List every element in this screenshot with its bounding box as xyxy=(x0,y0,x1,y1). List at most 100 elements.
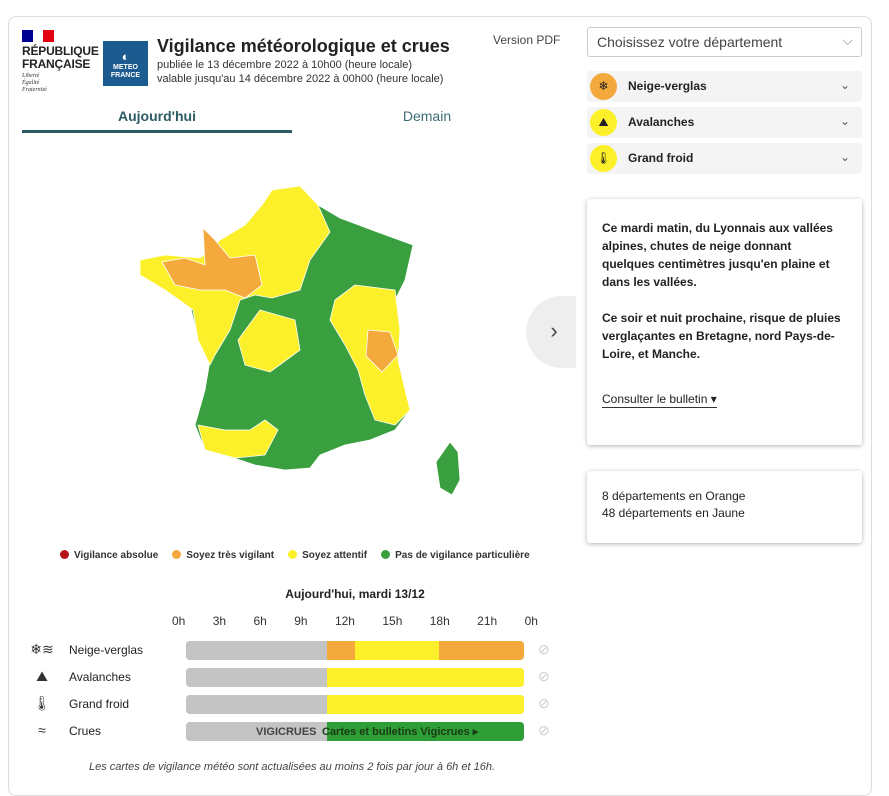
legend-label: Vigilance absolue xyxy=(74,550,159,561)
avalanche-icon: ⛰ xyxy=(590,109,617,136)
timeline-segment xyxy=(186,722,327,741)
chevron-down-icon: ⌵ xyxy=(842,32,853,48)
hour-tick: 6h xyxy=(253,614,267,628)
chevron-down-icon: ⌄ xyxy=(839,78,850,92)
orange-dot-icon xyxy=(172,550,182,559)
hazard-accordion-grand-froid[interactable]: 🌡 Grand froid ⌄ xyxy=(587,143,862,174)
hazard-label: Avalanches xyxy=(628,115,695,129)
hour-tick: 18h xyxy=(429,614,450,628)
timeline-segment xyxy=(326,695,524,714)
hazard-label: Neige-verglas xyxy=(628,79,707,93)
row-label: Avalanches xyxy=(69,670,131,684)
hour-tick: 3h xyxy=(212,614,227,628)
yellow-count: 48 départements en Jaune xyxy=(602,506,745,520)
legend-label: Soyez attentif xyxy=(302,550,368,561)
published-date: publiée le 13 décembre 2022 à 10h00 (heu… xyxy=(157,59,413,71)
legend-item: Soyez attentif xyxy=(288,550,367,561)
legend-item: Pas de vigilance particulière xyxy=(381,550,530,561)
timeline-title: Aujourd'hui, mardi 13/12 xyxy=(285,587,425,601)
vigicrues-link[interactable]: Cartes et bulletins Vigicrues ▸ xyxy=(322,726,479,738)
department-select[interactable]: Choisissez votre département ⌵ xyxy=(587,27,862,57)
republique-francaise-logo: RÉPUBLIQUE FRANÇAISE xyxy=(22,45,99,71)
meteo-france-logo: ◐ METEO FRANCE xyxy=(103,41,148,86)
legend-label: Pas de vigilance particulière xyxy=(395,550,530,561)
bulletin-paragraph: Ce soir et nuit prochaine, risque de plu… xyxy=(602,311,841,361)
tab-tomorrow[interactable]: Demain xyxy=(402,108,452,124)
france-vigilance-map[interactable] xyxy=(0,0,580,540)
timeline-row-crues: ≈ Crues ⊘ VIGICRUES Cartes et bulletins … xyxy=(22,722,562,742)
green-dot-icon xyxy=(381,550,391,559)
snow-ice-icon: ❄≋ xyxy=(30,641,54,657)
logo-text: FRANCE xyxy=(110,72,141,79)
brand-line: FRANÇAISE xyxy=(22,57,91,71)
eye-slash-icon[interactable]: ⊘ xyxy=(538,641,550,657)
hazard-accordion-neige-verglas[interactable]: ❄ Neige-verglas ⌄ xyxy=(587,71,862,102)
timeline-segment xyxy=(326,641,355,660)
select-placeholder: Choisissez votre département xyxy=(597,34,783,50)
vigicrues-logo: VIGICRUES xyxy=(256,726,317,738)
red-dot-icon xyxy=(60,550,69,559)
eye-slash-icon[interactable]: ⊘ xyxy=(538,722,550,738)
tab-today[interactable]: Aujourd'hui xyxy=(22,100,292,133)
map-region-yellow xyxy=(197,419,279,459)
hour-tick: 12h xyxy=(334,614,355,628)
chevron-right-icon: › xyxy=(550,318,558,343)
snow-ice-icon: ❄ xyxy=(590,73,617,100)
timeline-bar[interactable] xyxy=(186,695,524,714)
timeline-bar[interactable] xyxy=(186,641,524,660)
map-region-green xyxy=(435,441,461,496)
map-region-orange xyxy=(365,329,399,373)
hazard-accordion-avalanches[interactable]: ⛰ Avalanches ⌄ xyxy=(587,107,862,138)
page-title: Vigilance météorologique et crues xyxy=(157,36,450,56)
eye-slash-icon[interactable]: ⊘ xyxy=(538,695,550,711)
legend-item: Soyez très vigilant xyxy=(172,550,274,561)
thermometer-icon: 🌡 xyxy=(33,695,51,711)
waves-icon: ≈ xyxy=(38,722,46,738)
motto-line: Fraternité xyxy=(22,87,47,93)
timeline-segment xyxy=(354,641,440,660)
map-legend: Vigilance absolue Soyez très vigilant So… xyxy=(60,550,530,561)
timeline-segment xyxy=(186,668,327,687)
map-region-yellow xyxy=(237,309,301,373)
motto-line: Liberté xyxy=(22,73,40,79)
hazard-label: Grand froid xyxy=(628,151,694,165)
next-map-button[interactable]: › xyxy=(526,296,576,368)
timeline-row-neige-verglas: ❄≋ Neige-verglas ⊘ xyxy=(22,641,562,661)
yellow-dot-icon xyxy=(288,550,298,559)
consult-bulletin-link[interactable]: Consulter le bulletin ▾ xyxy=(602,392,717,408)
chevron-down-icon: ⌄ xyxy=(839,114,850,128)
timeline-row-grand-froid: 🌡 Grand froid ⊘ xyxy=(22,695,562,715)
timeline-segment xyxy=(186,641,327,660)
timeline-segment xyxy=(326,668,524,687)
thermometer-icon: 🌡 xyxy=(590,145,617,172)
row-label: Crues xyxy=(69,724,102,738)
bulletin-paragraph: Ce mardi matin, du Lyonnais aux vallées … xyxy=(602,221,833,289)
logo-text: METEO xyxy=(113,64,138,71)
valid-until: valable jusqu'au 14 décembre 2022 à 00h0… xyxy=(157,73,444,85)
counts-card: 8 départements en Orange 48 départements… xyxy=(587,471,862,543)
row-label: Grand froid xyxy=(69,697,130,711)
eye-slash-icon[interactable]: ⊘ xyxy=(538,668,550,684)
timeline-hours: 0h 3h 6h 9h 12h 15h 18h 21h 0h xyxy=(172,614,538,628)
legend-label: Soyez très vigilant xyxy=(186,550,275,561)
hour-tick: 21h xyxy=(477,614,498,628)
timeline-segment xyxy=(439,641,524,660)
brand-line: RÉPUBLIQUE xyxy=(22,44,99,58)
timeline-bar[interactable] xyxy=(186,722,524,741)
orange-count: 8 départements en Orange xyxy=(602,489,746,503)
update-note: Les cartes de vigilance météo sont actua… xyxy=(88,761,495,773)
timeline-bar[interactable] xyxy=(186,668,524,687)
bulletin-card: Ce mardi matin, du Lyonnais aux vallées … xyxy=(587,199,862,445)
pdf-version-link[interactable]: Version PDF xyxy=(493,33,561,47)
hour-tick: 9h xyxy=(294,614,308,628)
hour-tick: 0h xyxy=(524,614,538,628)
map-region-orange xyxy=(161,227,263,299)
row-label: Neige-verglas xyxy=(69,643,144,657)
avalanche-icon: ⛰ xyxy=(36,668,48,684)
legend-item: Vigilance absolue xyxy=(60,550,158,561)
hour-tick: 15h xyxy=(382,614,403,628)
republique-francaise-flag xyxy=(22,30,55,42)
hour-tick: 0h xyxy=(172,614,186,628)
timeline-row-avalanches: ⛰ Avalanches ⊘ xyxy=(22,668,562,688)
chevron-down-icon: ⌄ xyxy=(839,150,850,164)
